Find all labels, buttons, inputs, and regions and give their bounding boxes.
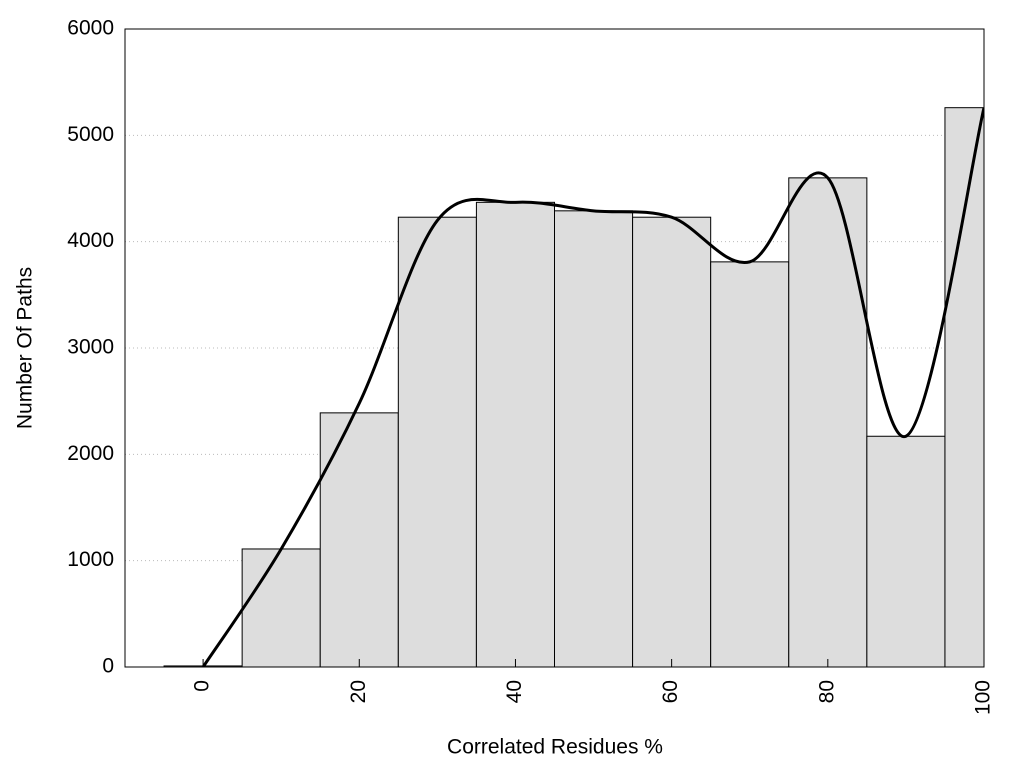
curve-line [201, 107, 984, 667]
x-tick-label: 60 [659, 680, 682, 703]
y-tick-label: 1000 [67, 548, 114, 571]
x-tick-label: 0 [191, 680, 214, 692]
y-tick-label: 0 [102, 655, 114, 678]
bar [866, 435, 946, 667]
bars [163, 107, 984, 667]
x-tick-label: 80 [815, 680, 838, 703]
x-tick-label: 20 [347, 680, 370, 703]
x-axis-label: Correlated Residues % [447, 736, 663, 759]
curve [201, 107, 984, 667]
y-tick-label: 5000 [67, 123, 114, 146]
y-axis-label: Number Of Paths [14, 267, 37, 429]
bar [319, 412, 399, 667]
bar [475, 201, 555, 667]
bar [397, 216, 477, 667]
bar [554, 210, 634, 667]
y-tick-label: 2000 [67, 442, 114, 465]
y-tick-label: 3000 [67, 336, 114, 359]
ticks: 0 1000 2000 3000 4000 5000 6000 0 20 40 60 80 100 [67, 17, 994, 716]
bar [710, 261, 790, 667]
bar [788, 177, 868, 667]
plot-frame [124, 28, 985, 668]
y-tick-label: 4000 [67, 229, 114, 252]
y-tick-label: 6000 [67, 17, 114, 40]
bar [241, 548, 321, 667]
x-tick-label: 100 [972, 680, 995, 715]
bar [632, 216, 712, 667]
x-tick-label: 40 [503, 680, 526, 703]
